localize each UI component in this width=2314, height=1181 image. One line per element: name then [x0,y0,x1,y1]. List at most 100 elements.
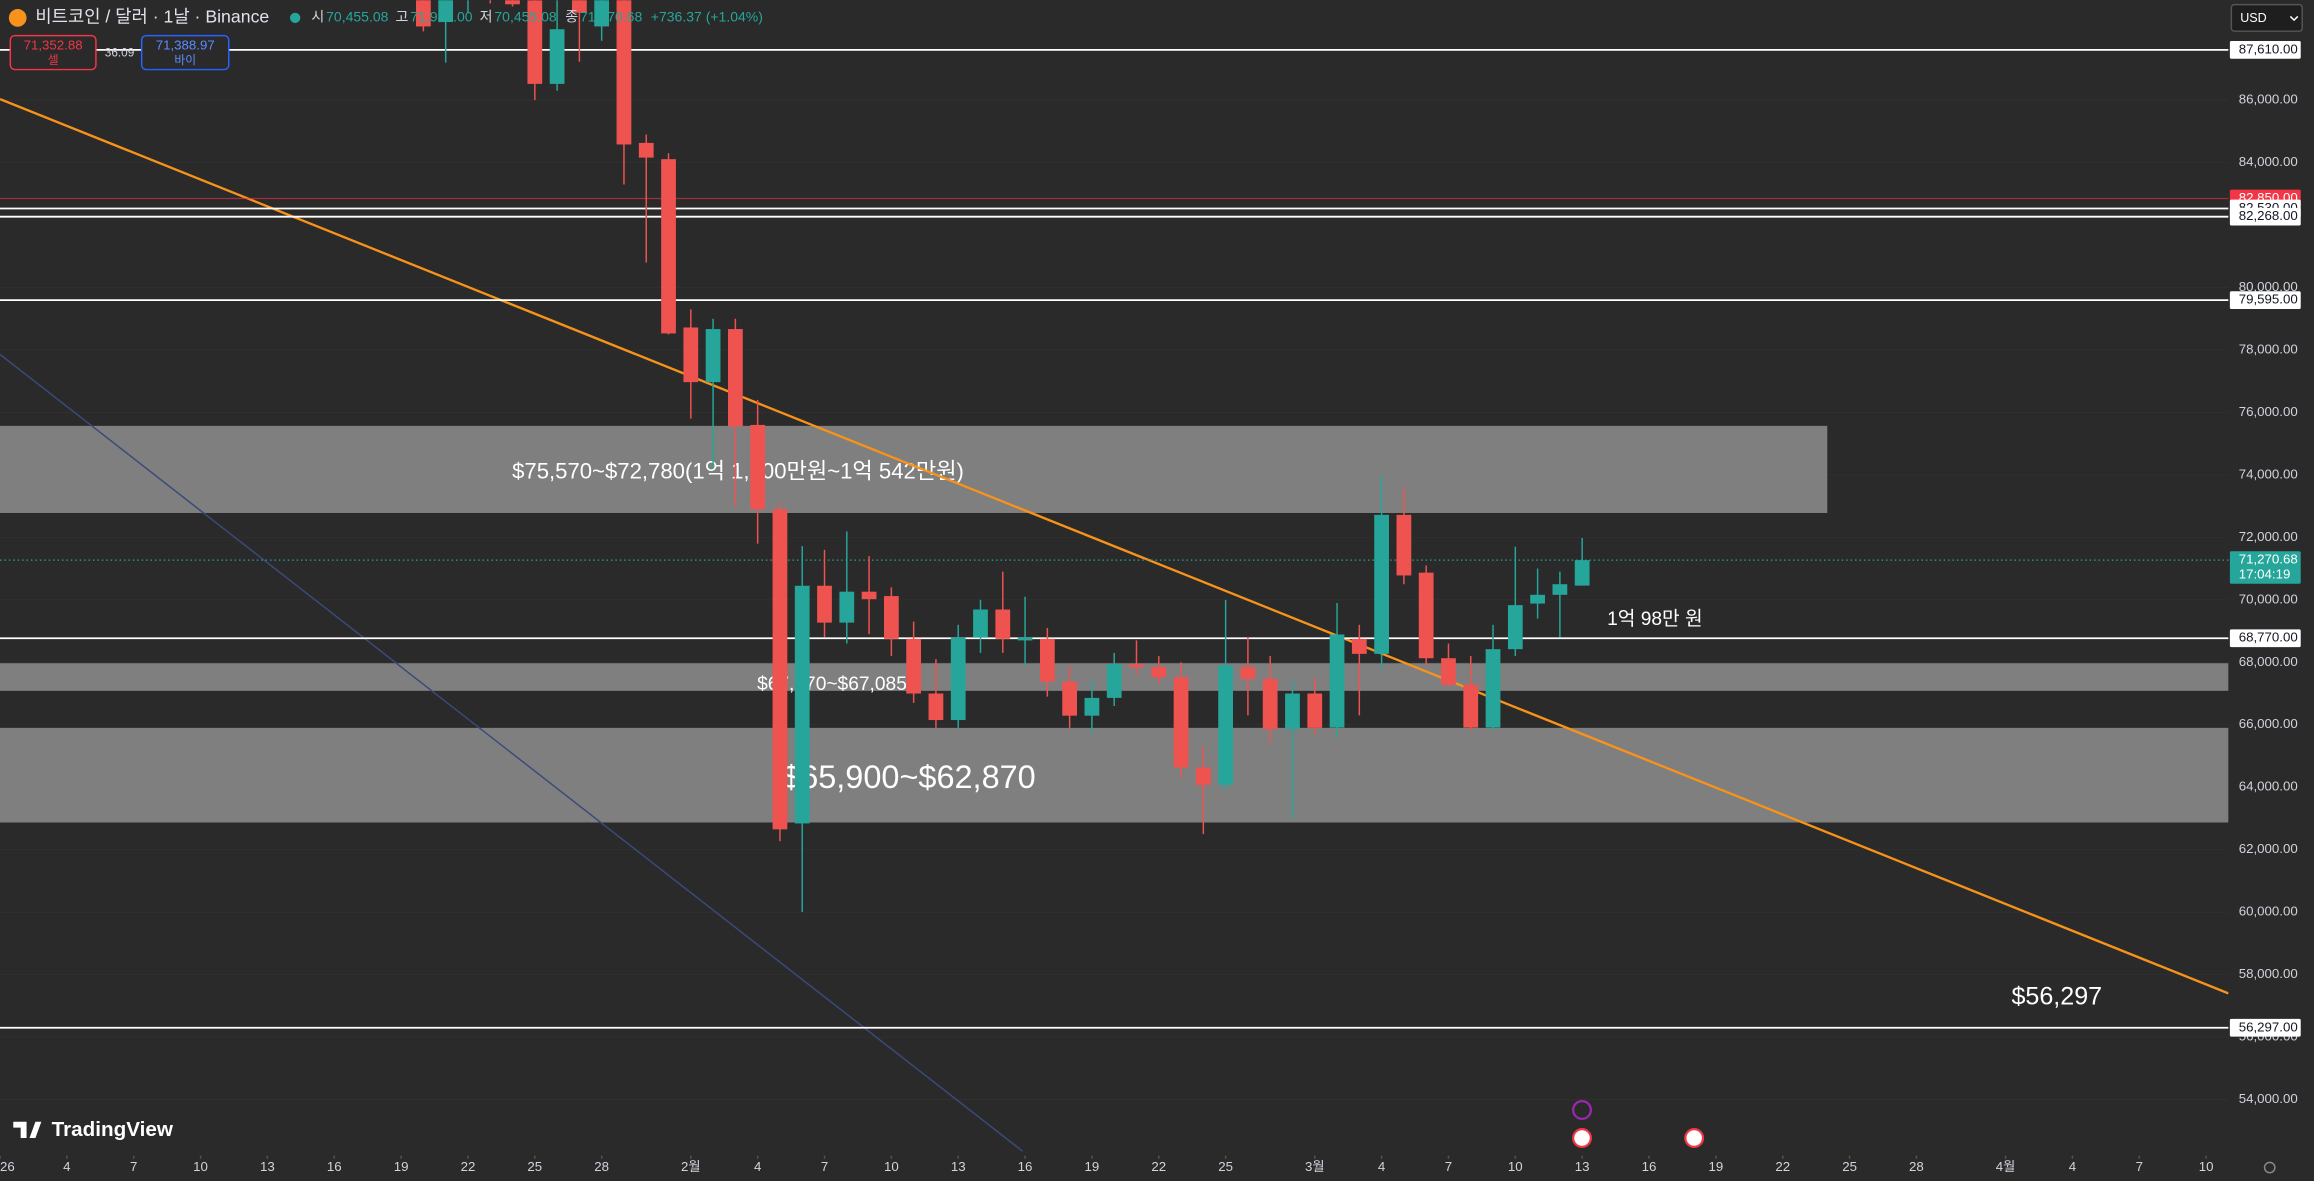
candle-body [1017,637,1033,641]
drawings [0,97,2229,1152]
price-line-label-box [2229,291,2301,310]
x-tick-label: 2026 [0,1159,15,1174]
y-tick-label: 72,000.00 [2239,529,2298,544]
x-tick-label: 10 [193,1159,208,1174]
price-line-label: 87,610.00 [2239,41,2298,56]
x-tick-label: 25 [527,1159,542,1174]
candle-body [1285,693,1300,730]
y-tick-label: 64,000.00 [2239,779,2298,794]
y-tick-label: 66,000.00 [2239,716,2298,731]
y-tick-label: 70,000.00 [2239,591,2298,606]
price-line-label-box [2229,40,2301,59]
candle-body [1195,767,1211,786]
logo-icon [13,1121,42,1139]
candle-body [750,424,766,510]
y-tick-label: 62,000.00 [2239,841,2298,856]
x-tick-label: 4 [1378,1159,1385,1174]
x-tick-label: 25 [1842,1159,1857,1174]
candle-body [906,638,922,694]
y-tick-label: 78,000.00 [2239,341,2298,356]
events [1572,1100,1705,1148]
last-price-box [2229,551,2301,584]
logo: TradingView [13,1118,174,1141]
candle-body [1463,684,1479,728]
ohlc-prefix: 시 [311,9,324,25]
x-tick-label: 10 [1508,1159,1523,1174]
y-tick-label: 80,000.00 [2239,279,2298,294]
candle-body [1530,594,1545,604]
axes: 54,000.0056,000.0058,000.0060,000.0062,0… [0,40,2314,1181]
buy-price: 71,388.97 [156,37,215,52]
candle-body [438,0,454,23]
event-icon[interactable] [1572,1100,1592,1120]
trend-line-blue [0,353,1024,1152]
x-tick-label: 16 [327,1159,342,1174]
zone-label: $75,570~$72,780(1억 1,200만원~1억 542만원) [512,458,964,483]
x-tick-label: 4월 [1996,1159,2016,1174]
sell-button[interactable] [9,34,97,71]
x-tick-label: 4 [2069,1159,2076,1174]
candle-body [727,329,743,427]
candle-body [1173,677,1189,768]
y-tick-label: 58,000.00 [2239,966,2298,981]
y-tick-label: 84,000.00 [2239,154,2298,169]
price-line-label: 82,268.00 [2239,208,2298,223]
x-tick-label: 13 [260,1159,275,1174]
ohlc-value: 70,455.08 [326,9,388,25]
candle-body [1329,634,1345,728]
price-lines: 1억 98만 원 $56,297 [0,48,2229,1029]
x-tick-label: 22 [1151,1159,1166,1174]
x-tick-label: 10 [2199,1159,2214,1174]
ohlc-prefix: 고 [396,9,409,25]
x-tick-label: 4 [63,1159,70,1174]
zones: $75,570~$72,780(1억 1,200만원~1억 542만원) $67,… [0,425,2229,823]
x-tick-label: 7 [821,1159,828,1174]
candle-body [594,0,610,27]
candle-body [973,609,988,638]
candle-body [549,29,565,84]
event-icon[interactable] [1684,1128,1705,1148]
candle-body [772,509,788,830]
candle-body [1441,658,1456,685]
zone-label: $65,900~$62,870 [782,759,1036,795]
last-price-label: 71,270.68 [2239,552,2298,567]
candle-body [705,329,721,383]
spread: 36.09 [105,45,135,59]
event-icon[interactable] [1572,1128,1592,1148]
buy-label: 바이 [174,53,196,67]
ohlc-value: 70,455.08 [494,9,556,25]
price-line-note: 1억 98만 원 [1607,608,1703,630]
candle-body [661,159,676,334]
candle-body [416,0,431,27]
candle-body [616,0,632,145]
countdown: 17:04:19 [2239,566,2291,581]
y-tick-label: 60,000.00 [2239,904,2298,919]
y-tick-label: 54,000.00 [2239,1091,2298,1106]
candle-body [950,637,966,721]
candle-body [1507,605,1523,650]
candle-body [928,693,944,721]
candle-body [883,596,899,639]
brand: TradingView [52,1118,174,1141]
x-tick-label: 13 [1575,1159,1590,1174]
ohlc-value: 71,270.68 [580,9,642,25]
candle-body [572,0,587,13]
candle-body [638,142,654,158]
price-line-label: 79,595.00 [2239,292,2298,307]
x-tick-label: 22 [461,1159,476,1174]
x-tick-label: 4 [754,1159,761,1174]
buy-button[interactable] [140,34,230,71]
candle-body [839,591,855,623]
settings-icon[interactable] [2263,1161,2276,1174]
x-tick-label: 28 [1909,1159,1924,1174]
y-tick-label: 74,000.00 [2239,466,2298,481]
candle-body [1351,638,1367,654]
currency: USD [2240,11,2266,25]
price-line-label: 68,770.00 [2239,630,2298,645]
price-line-label: 56,297.00 [2239,1019,2298,1034]
currency-select[interactable] [2230,3,2303,32]
x-tick-label: 16 [1018,1159,1033,1174]
candle-body [1106,664,1122,698]
